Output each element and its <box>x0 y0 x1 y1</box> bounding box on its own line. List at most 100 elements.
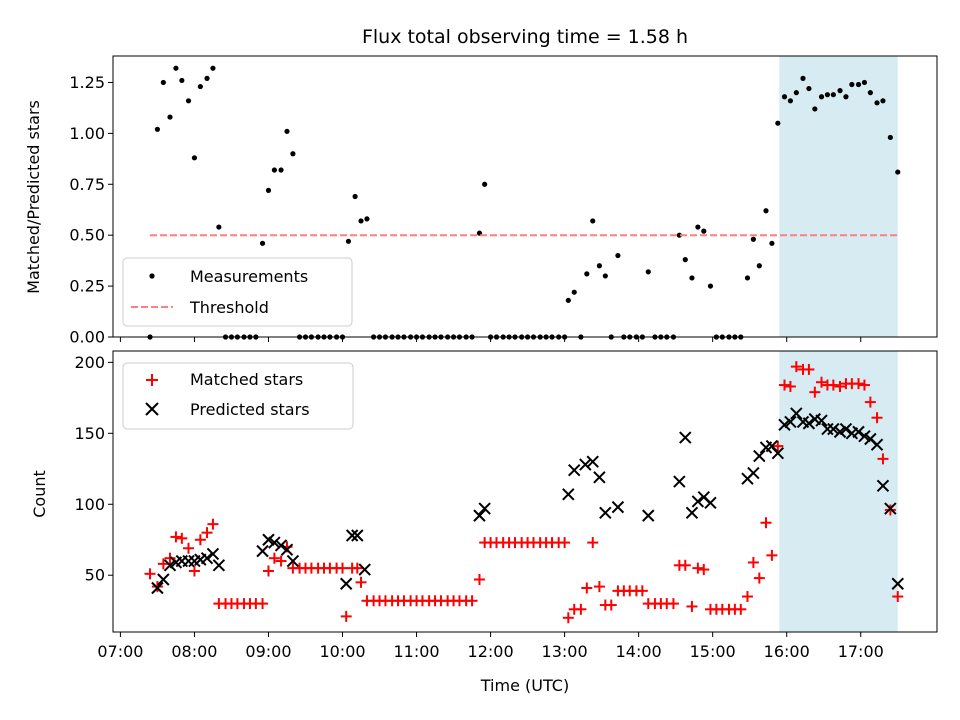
legend-predicted-label: Predicted stars <box>190 400 310 419</box>
measurement-point <box>682 257 688 263</box>
matched-star-point <box>784 380 796 392</box>
ratio-ytick-label: 0.50 <box>69 226 105 245</box>
predicted-star-point <box>280 543 294 556</box>
observing-window-shade <box>779 56 898 337</box>
ratio-x-ticks <box>119 337 862 342</box>
predicted-star-point <box>586 455 599 468</box>
predicted-star-point <box>268 536 281 549</box>
count-xtick-label: 17:00 <box>838 642 884 661</box>
measurement-point <box>602 273 608 279</box>
measurement-point <box>482 181 488 187</box>
measurement-point <box>775 120 781 126</box>
count-xtick-label: 08:00 <box>171 642 217 661</box>
predicted-star-point <box>163 559 177 572</box>
predicted-star-point <box>579 458 592 471</box>
measurement-point <box>154 126 161 132</box>
measurement-point <box>290 151 296 157</box>
matched-star-point <box>201 527 213 539</box>
predicted-star-point <box>852 425 865 439</box>
predicted-star-point <box>679 431 692 444</box>
matched-star-point <box>151 581 163 593</box>
legend-predicted-marker <box>145 402 159 416</box>
legend-measurements-label: Measurements <box>190 267 308 286</box>
measurement-point <box>874 100 880 106</box>
ratio-ytick-label: 1.25 <box>69 73 105 92</box>
measurement-point <box>689 275 695 281</box>
measurement-point <box>173 65 179 71</box>
matched-star-point <box>351 562 363 574</box>
ratio-ytick-label: 1.00 <box>69 124 105 143</box>
predicted-star-point <box>685 506 699 519</box>
predicted-star-point <box>358 563 371 576</box>
matched-star-point <box>766 549 778 561</box>
measurement-point <box>830 92 836 98</box>
matched-star-point <box>257 598 269 610</box>
measurement-point <box>358 218 364 224</box>
predicted-star-point <box>473 509 486 522</box>
measurement-point <box>265 187 272 193</box>
matched-star-point <box>559 537 571 549</box>
matched-star-point <box>593 581 605 593</box>
legend-matched-label: Matched stars <box>190 370 303 389</box>
measurement-point <box>707 283 714 289</box>
predicted-star-point <box>206 547 220 561</box>
matched-star-point <box>871 412 883 424</box>
measurement-point <box>345 238 352 244</box>
measurement-point <box>756 263 762 269</box>
matched-star-point <box>864 396 876 408</box>
count-xtick-label: 09:00 <box>245 642 291 661</box>
measurement-point <box>867 90 873 96</box>
measurement-point <box>855 81 862 88</box>
matched-star-point <box>562 612 574 624</box>
measurement-point <box>695 224 701 230</box>
predicted-star-point <box>599 506 612 519</box>
predicted-star-point <box>778 418 791 432</box>
ratio-ytick-label: 0.25 <box>69 277 105 296</box>
measurement-point <box>787 98 794 104</box>
predicted-star-point <box>212 559 226 572</box>
chart-title: Flux total observing time = 1.58 h <box>362 26 688 48</box>
measurement-point <box>818 94 825 100</box>
predicted-star-point <box>870 438 884 451</box>
measurement-point <box>590 218 596 224</box>
measurement-point <box>284 128 290 134</box>
ratio-ytick-label: 0.00 <box>69 328 105 347</box>
measurement-point <box>645 269 651 275</box>
matched-star-point <box>194 534 206 546</box>
matched-star-point <box>581 582 593 594</box>
measurement-point <box>271 167 277 173</box>
matched-star-point <box>262 565 274 577</box>
matched-star-point <box>679 559 691 571</box>
measurement-point <box>812 106 818 112</box>
measurement-point <box>861 79 868 86</box>
predicted-star-point <box>784 415 797 429</box>
predicted-star-point <box>691 495 705 508</box>
matched-star-point <box>164 552 176 564</box>
measurement-point <box>179 77 185 84</box>
observing-window-shade-bottom <box>779 351 898 632</box>
predicted-star-point <box>839 422 853 436</box>
matched-star-point <box>816 376 828 388</box>
x-axis-label: Time (UTC) <box>480 676 569 695</box>
matched-star-point <box>747 556 759 568</box>
matched-star-point <box>853 378 865 390</box>
matched-star-point <box>772 440 784 452</box>
measurement-point <box>800 75 806 81</box>
matched-star-point <box>337 562 349 574</box>
matched-star-point <box>834 380 846 392</box>
predicted-star-point <box>562 488 575 501</box>
measurement-point <box>763 208 769 214</box>
count-ytick-label: 50 <box>85 566 105 585</box>
measurement-point <box>824 92 831 98</box>
matched-star-point <box>466 595 478 607</box>
count-ytick-label: 150 <box>74 424 105 443</box>
matched-star-point <box>803 363 815 375</box>
measurement-point <box>191 155 198 161</box>
predicted-star-point <box>256 544 269 558</box>
matched-star-point <box>692 562 704 574</box>
matched-star-point <box>884 504 896 516</box>
predicted-stars-series <box>151 407 904 595</box>
predicted-star-point <box>274 539 288 552</box>
predicted-star-point <box>157 573 170 586</box>
count-xtick-label: 14:00 <box>616 642 662 661</box>
